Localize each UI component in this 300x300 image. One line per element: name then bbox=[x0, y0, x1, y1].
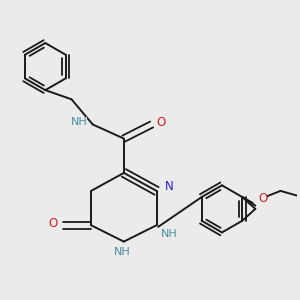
Text: N: N bbox=[165, 181, 173, 194]
Text: NH: NH bbox=[70, 117, 87, 127]
Text: NH: NH bbox=[160, 230, 177, 239]
Text: O: O bbox=[258, 192, 267, 205]
Text: O: O bbox=[157, 116, 166, 129]
Text: NH: NH bbox=[114, 247, 130, 257]
Text: O: O bbox=[48, 217, 58, 230]
